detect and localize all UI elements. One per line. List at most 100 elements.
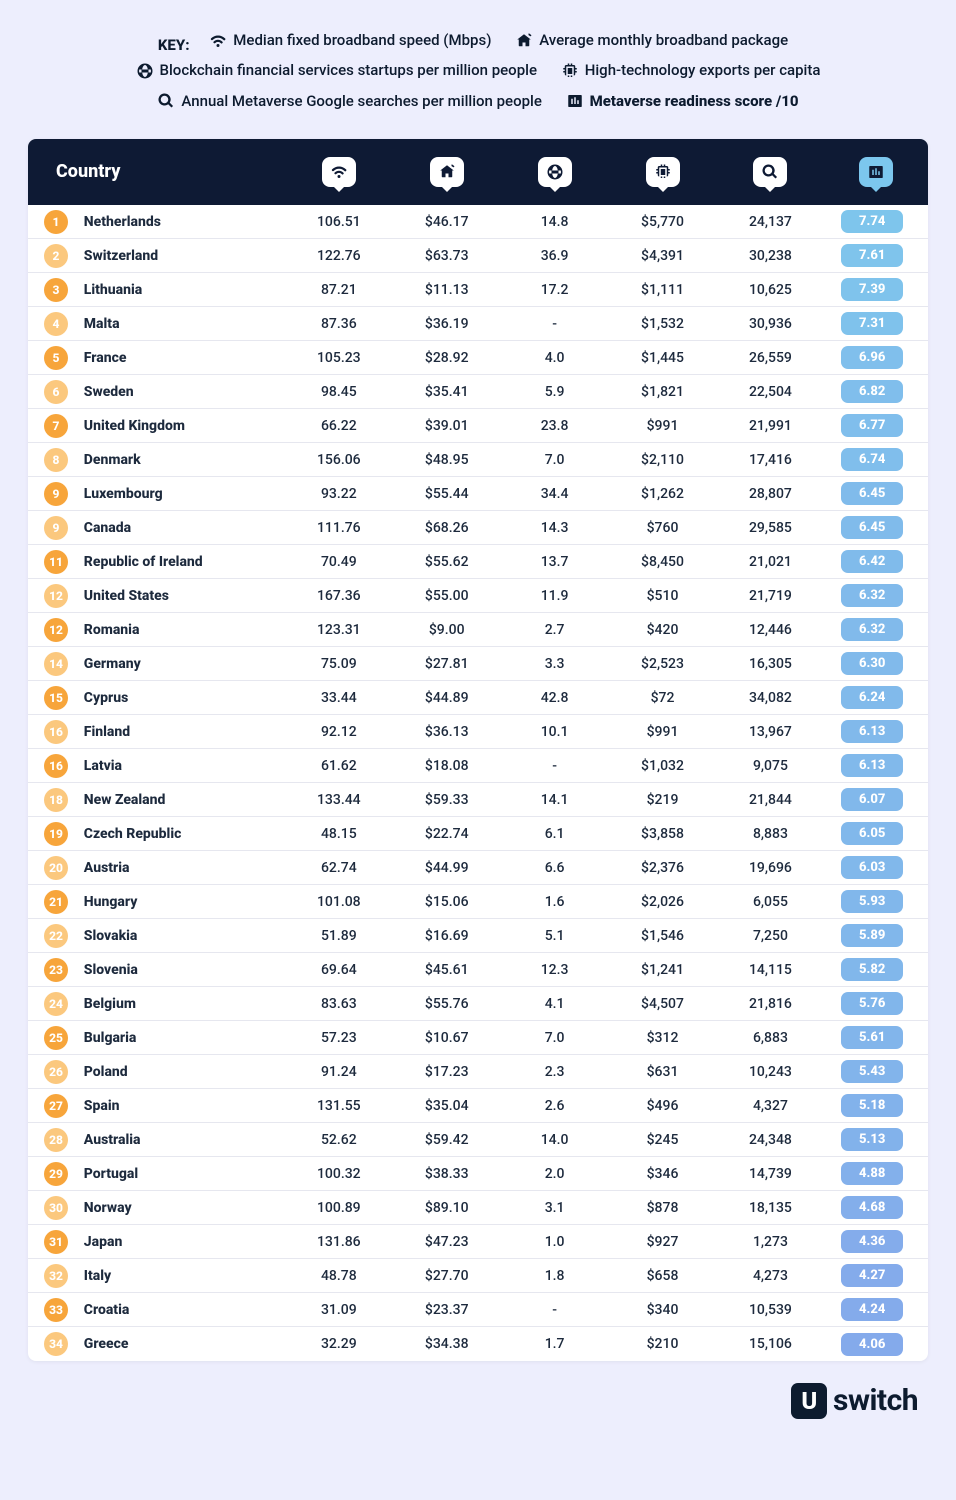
rank-cell: 20 [28, 851, 80, 885]
house-icon [438, 163, 456, 181]
rank-badge: 22 [44, 924, 68, 948]
value-cell: 6.6 [501, 851, 609, 885]
value-cell: 34.4 [501, 477, 609, 511]
rank-cell: 2 [28, 239, 80, 273]
score-cell: 5.43 [824, 1055, 928, 1089]
rank-cell: 21 [28, 885, 80, 919]
value-cell: $4,507 [609, 987, 717, 1021]
wifi-icon [330, 163, 348, 181]
country-cell: Malta [80, 307, 285, 341]
value-cell: $8,450 [609, 545, 717, 579]
score-cell: 6.32 [824, 613, 928, 647]
rank-cell: 34 [28, 1327, 80, 1361]
value-cell: 13.7 [501, 545, 609, 579]
value-cell: 14.3 [501, 511, 609, 545]
value-cell: 29,585 [716, 511, 824, 545]
value-cell: - [501, 307, 609, 341]
value-cell: 4,327 [716, 1089, 824, 1123]
table-row: 25Bulgaria57.23$10.677.0$3126,8835.61 [28, 1021, 928, 1055]
value-cell: $991 [609, 715, 717, 749]
rank-cell: 22 [28, 919, 80, 953]
value-cell: $2,026 [609, 885, 717, 919]
rank-cell: 1 [28, 205, 80, 239]
value-cell: 24,348 [716, 1123, 824, 1157]
table-row: 20Austria62.74$44.996.6$2,37619,6966.03 [28, 851, 928, 885]
value-cell: 14,115 [716, 953, 824, 987]
value-cell: $219 [609, 783, 717, 817]
country-cell: Czech Republic [80, 817, 285, 851]
header-package [393, 139, 501, 205]
rank-badge: 16 [44, 754, 68, 778]
score-badge: 5.76 [841, 992, 903, 1015]
value-cell: 167.36 [285, 579, 393, 613]
rank-cell: 27 [28, 1089, 80, 1123]
value-cell: $1,821 [609, 375, 717, 409]
table-row: 24Belgium83.63$55.764.1$4,50721,8165.76 [28, 987, 928, 1021]
value-cell: $55.62 [393, 545, 501, 579]
rank-cell: 19 [28, 817, 80, 851]
country-cell: Italy [80, 1259, 285, 1293]
rank-cell: 30 [28, 1191, 80, 1225]
rank-badge: 6 [44, 380, 68, 404]
value-cell: 131.86 [285, 1225, 393, 1259]
rank-badge: 15 [44, 686, 68, 710]
value-cell: 10,539 [716, 1293, 824, 1327]
value-cell: 26,559 [716, 341, 824, 375]
footer: Uswitch [28, 1383, 928, 1419]
rank-cell: 5 [28, 341, 80, 375]
value-cell: 28,807 [716, 477, 824, 511]
rank-cell: 11 [28, 545, 80, 579]
country-cell: Poland [80, 1055, 285, 1089]
value-cell: 4.0 [501, 341, 609, 375]
country-cell: Croatia [80, 1293, 285, 1327]
value-cell: 87.21 [285, 273, 393, 307]
brand-logo: Uswitch [791, 1383, 918, 1419]
country-cell: Slovenia [80, 953, 285, 987]
rank-badge: 14 [44, 652, 68, 676]
header-blockchain [501, 139, 609, 205]
rank-cell: 28 [28, 1123, 80, 1157]
value-cell: - [501, 749, 609, 783]
country-cell: Austria [80, 851, 285, 885]
score-badge: 4.36 [841, 1230, 903, 1253]
rank-badge: 26 [44, 1060, 68, 1084]
brand-logo-mark: U [791, 1383, 827, 1419]
score-badge: 6.05 [841, 822, 903, 845]
value-cell: $36.13 [393, 715, 501, 749]
score-cell: 5.18 [824, 1089, 928, 1123]
rank-badge: 3 [44, 278, 68, 302]
country-cell: New Zealand [80, 783, 285, 817]
value-cell: 32.29 [285, 1327, 393, 1361]
score-cell: 6.45 [824, 477, 928, 511]
value-cell: 70.49 [285, 545, 393, 579]
score-cell: 4.36 [824, 1225, 928, 1259]
score-cell: 6.13 [824, 749, 928, 783]
table-row: 22Slovakia51.89$16.695.1$1,5467,2505.89 [28, 919, 928, 953]
country-cell: Spain [80, 1089, 285, 1123]
value-cell: 122.76 [285, 239, 393, 273]
score-cell: 7.39 [824, 273, 928, 307]
rank-cell: 33 [28, 1293, 80, 1327]
value-cell: 17.2 [501, 273, 609, 307]
value-cell: $34.38 [393, 1327, 501, 1361]
score-cell: 7.61 [824, 239, 928, 273]
value-cell: 18,135 [716, 1191, 824, 1225]
score-cell: 6.74 [824, 443, 928, 477]
rank-badge: 18 [44, 788, 68, 812]
value-cell: $4,391 [609, 239, 717, 273]
value-cell: - [501, 1293, 609, 1327]
value-cell: $1,111 [609, 273, 717, 307]
table-row: 11Republic of Ireland70.49$55.6213.7$8,4… [28, 545, 928, 579]
value-cell: $59.42 [393, 1123, 501, 1157]
rank-cell: 26 [28, 1055, 80, 1089]
value-cell: $2,523 [609, 647, 717, 681]
value-cell: 2.7 [501, 613, 609, 647]
rank-cell: 23 [28, 953, 80, 987]
score-badge: 4.68 [841, 1196, 903, 1219]
rank-cell: 16 [28, 749, 80, 783]
score-cell: 6.13 [824, 715, 928, 749]
legend-item-broadband: Median fixed broadband speed (Mbps) [209, 28, 491, 54]
score-cell: 7.74 [824, 205, 928, 239]
rank-cell: 9 [28, 511, 80, 545]
value-cell: $68.26 [393, 511, 501, 545]
